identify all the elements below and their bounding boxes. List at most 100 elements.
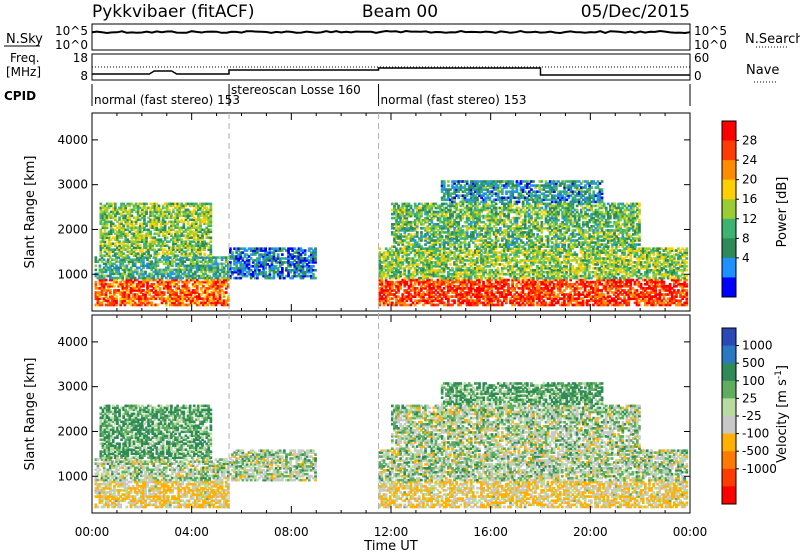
heatmap-cell <box>521 289 525 292</box>
heatmap-cell <box>163 230 167 234</box>
heatmap-cell <box>166 297 170 301</box>
heatmap-cell <box>181 289 185 292</box>
heatmap-cell <box>403 280 407 284</box>
heatmap-cell <box>498 293 502 296</box>
heatmap-cell <box>109 202 113 206</box>
heatmap-cell <box>650 282 653 286</box>
heatmap-cell <box>480 295 483 298</box>
heatmap-cell <box>118 226 121 230</box>
heatmap-cell <box>625 301 628 305</box>
heatmap-cell <box>127 284 131 288</box>
heatmap-cell <box>101 210 105 214</box>
heatmap-cell <box>503 280 506 284</box>
heatmap-cell <box>141 216 144 220</box>
heatmap-cell <box>189 258 193 261</box>
heatmap-cell <box>102 270 106 274</box>
heatmap-cell <box>303 270 307 274</box>
heatmap-cell <box>218 297 222 301</box>
heatmap-cell <box>577 297 581 301</box>
heatmap-cell <box>606 278 610 282</box>
heatmap-cell <box>207 222 211 226</box>
heatmap-cell <box>668 301 672 305</box>
heatmap-cell <box>105 232 109 236</box>
heatmap-cell <box>673 278 676 282</box>
heatmap-cell <box>415 299 419 303</box>
heatmap-cell <box>135 282 139 286</box>
heatmap-cell <box>461 284 465 288</box>
heatmap-cell <box>517 278 521 282</box>
heatmap-cell <box>129 301 133 305</box>
heatmap-cell <box>216 266 220 270</box>
heatmap-cell <box>590 295 593 298</box>
heatmap-cell <box>529 299 533 303</box>
heatmap-cell <box>546 284 550 288</box>
heatmap-cell <box>391 293 394 296</box>
heatmap-cell <box>109 210 113 214</box>
heatmap-cell <box>654 278 657 282</box>
heatmap-cell <box>604 297 608 301</box>
heatmap-cell <box>299 247 303 250</box>
heatmap-cell <box>118 206 121 210</box>
heatmap-cell <box>131 260 135 263</box>
heatmap-cell <box>614 280 618 284</box>
heatmap-cell <box>189 295 193 298</box>
heatmap-cell <box>99 210 103 214</box>
heatmap-cell <box>204 278 207 282</box>
heatmap-cell <box>174 236 177 239</box>
heatmap-cell <box>420 289 423 292</box>
heatmap-cell <box>617 303 620 307</box>
heatmap-cell <box>455 293 458 296</box>
heatmap-cell <box>145 240 148 243</box>
heatmap-cell <box>685 299 689 303</box>
heatmap-cell <box>102 293 106 296</box>
heatmap-cell <box>184 244 188 247</box>
heatmap-cell <box>585 301 589 305</box>
heatmap-cell <box>185 280 189 284</box>
heatmap-cell <box>204 268 207 272</box>
heatmap-cell <box>169 303 172 307</box>
heatmap-cell <box>203 254 206 257</box>
heatmap-cell <box>129 278 133 282</box>
heatmap-cell <box>612 297 616 301</box>
heatmap-cell <box>163 212 167 216</box>
heatmap-cell <box>395 291 398 294</box>
heatmap-cell <box>136 204 140 208</box>
heatmap-cell <box>297 274 301 278</box>
heatmap-cell <box>378 295 382 298</box>
heatmap-cell <box>195 287 199 290</box>
heatmap-cell <box>126 234 130 237</box>
heatmap-cell <box>293 251 297 254</box>
heatmap-cell <box>299 249 303 252</box>
heatmap-cell <box>199 252 202 255</box>
heatmap-cell <box>378 270 382 274</box>
heatmap-cell <box>600 299 604 303</box>
heatmap-cell <box>614 282 618 286</box>
heatmap-cell <box>467 293 471 296</box>
heatmap-cell <box>646 280 649 284</box>
heatmap-cell <box>310 268 313 272</box>
heatmap-cell <box>134 240 138 243</box>
heatmap-cell <box>444 303 448 307</box>
heatmap-cell <box>103 208 107 212</box>
heatmap-cell <box>212 293 216 296</box>
heatmap-cell <box>673 284 676 288</box>
heatmap-cell <box>123 299 127 303</box>
heatmap-cell <box>604 284 608 288</box>
heatmap-cell <box>178 220 182 224</box>
heatmap-cell <box>154 297 158 301</box>
heatmap-cell <box>142 289 145 292</box>
heatmap-cell <box>153 252 157 255</box>
heatmap-cell <box>247 267 251 270</box>
heatmap-cell <box>183 280 187 284</box>
heatmap-cell <box>625 293 628 296</box>
heatmap-cell <box>155 250 159 253</box>
heatmap-cell <box>569 291 572 294</box>
heatmap-cell <box>619 278 622 282</box>
heatmap-cell <box>126 212 130 216</box>
heatmap-cell <box>107 240 111 243</box>
heatmap-cell <box>176 254 179 257</box>
heatmap-cell <box>200 297 203 301</box>
heatmap-cell <box>272 257 276 260</box>
heatmap-cell <box>218 301 222 305</box>
heatmap-cell <box>272 247 276 250</box>
